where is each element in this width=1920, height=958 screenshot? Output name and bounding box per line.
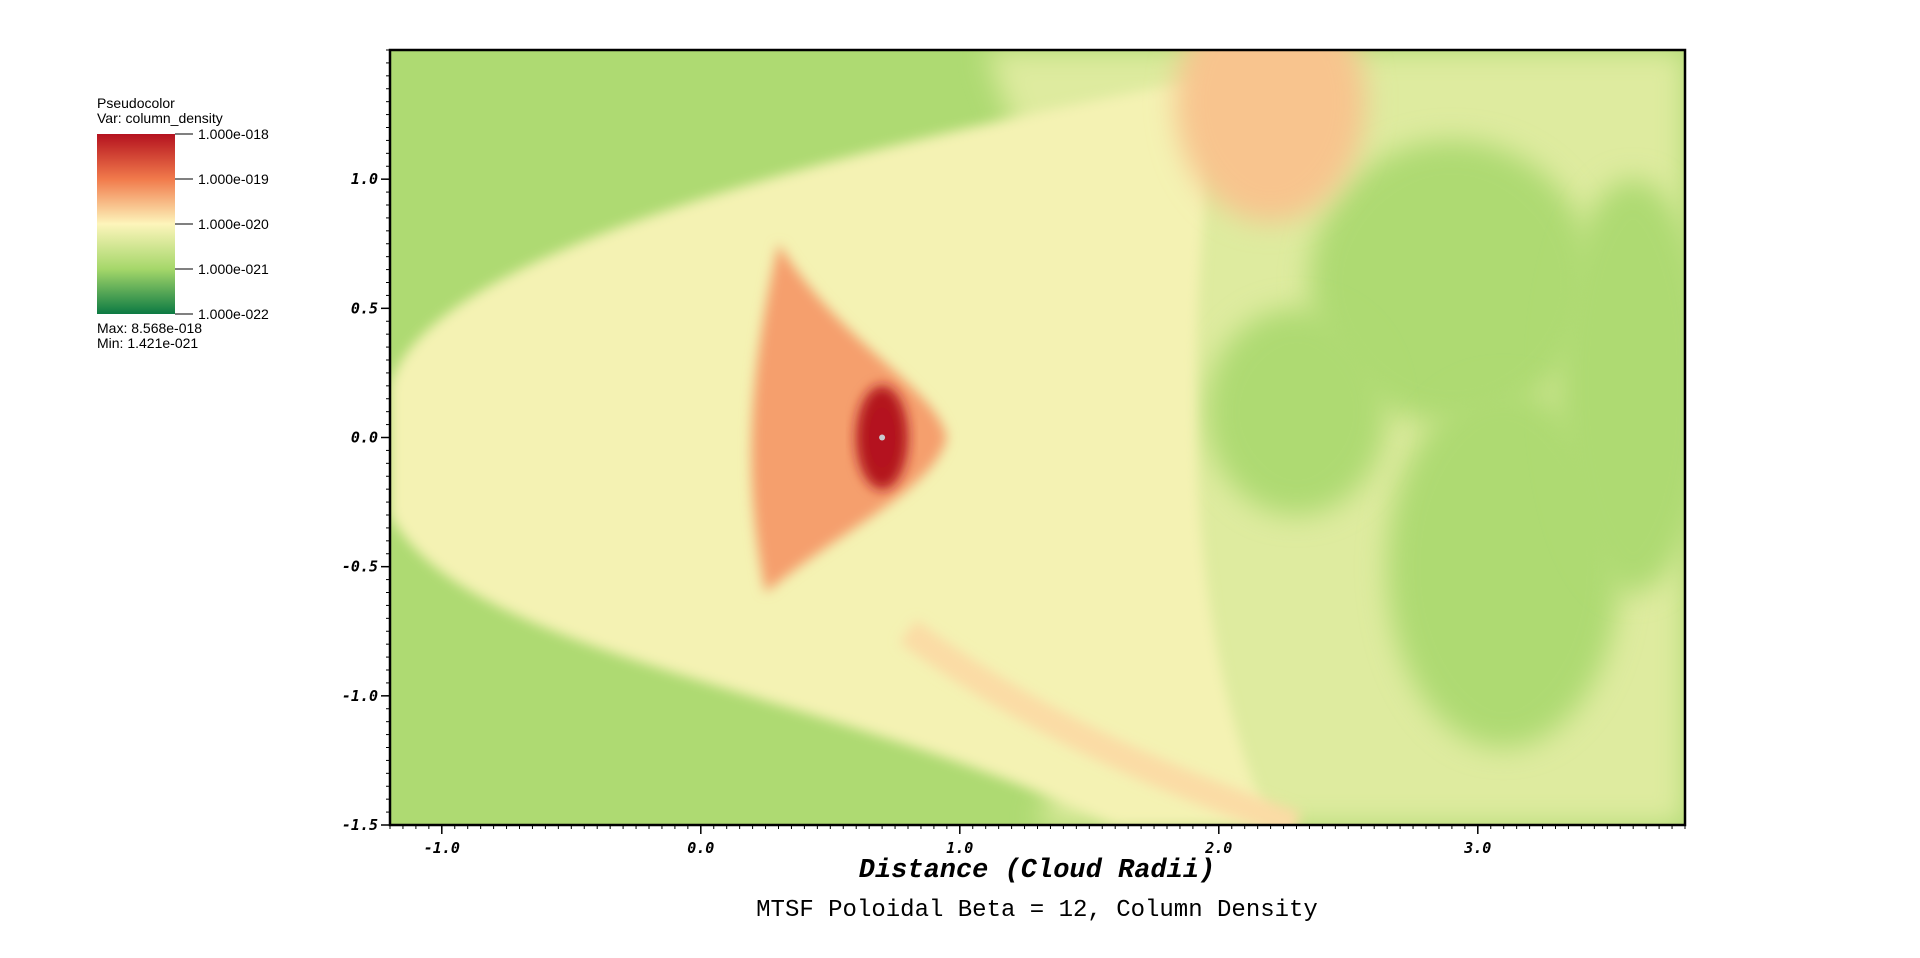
wake-clump	[1205, 308, 1388, 515]
colorbar-tick-label: 1.000e-021	[198, 261, 269, 277]
colorbar-ticks: 1.000e-018 1.000e-019 1.000e-020 1.000e-021…	[175, 126, 269, 322]
colorbar-tick-label: 1.000e-020	[198, 216, 269, 232]
legend-plot-type: Pseudocolor	[97, 95, 175, 111]
x-tick-label: 1.0	[946, 839, 973, 857]
x-tick-label: 0.0	[687, 839, 714, 857]
legend-min: Min: 1.421e-021	[97, 335, 198, 351]
density-field	[390, 50, 1685, 825]
chart-caption: MTSF Poloidal Beta = 12, Column Density	[756, 897, 1318, 924]
core-marker	[879, 434, 886, 441]
x-tick-label: -1.0	[424, 839, 460, 857]
wake-clump	[1555, 179, 1685, 593]
x-tick-label: 2.0	[1204, 839, 1232, 857]
wake-clump	[1387, 385, 1621, 748]
y-tick-label: 0.0	[351, 429, 378, 447]
y-tick-label: -0.5	[342, 558, 378, 576]
legend-variable: Var: column_density	[97, 110, 223, 126]
y-tick-label: -1.5	[342, 816, 378, 834]
colorbar-tick-label: 1.000e-018	[198, 126, 269, 142]
axes: -1.0 0.0 1.0 2.0 3.0 1.0 0.5 0.0 -0.5 -1.0 -1.5	[342, 49, 1686, 857]
colorbar-tick-label: 1.000e-022	[198, 306, 269, 322]
x-axis-title: Distance (Cloud Radii)	[859, 856, 1215, 886]
envelope	[751, 243, 947, 593]
colorbar-tick-label: 1.000e-019	[198, 171, 269, 187]
lower-filament	[899, 620, 1301, 825]
x-tick-label: 3.0	[1463, 839, 1491, 857]
colorbar-legend: Pseudocolor Var: column_density 1.000e-0…	[97, 95, 269, 351]
colorbar	[97, 134, 175, 314]
y-tick-label: -1.0	[342, 687, 378, 705]
y-tick-label: 0.5	[351, 299, 378, 317]
y-tick-label: 1.0	[351, 170, 378, 188]
upper-filament	[1175, 50, 1366, 222]
legend-max: Max: 8.568e-018	[97, 320, 202, 336]
wake-clump	[1309, 140, 1595, 425]
